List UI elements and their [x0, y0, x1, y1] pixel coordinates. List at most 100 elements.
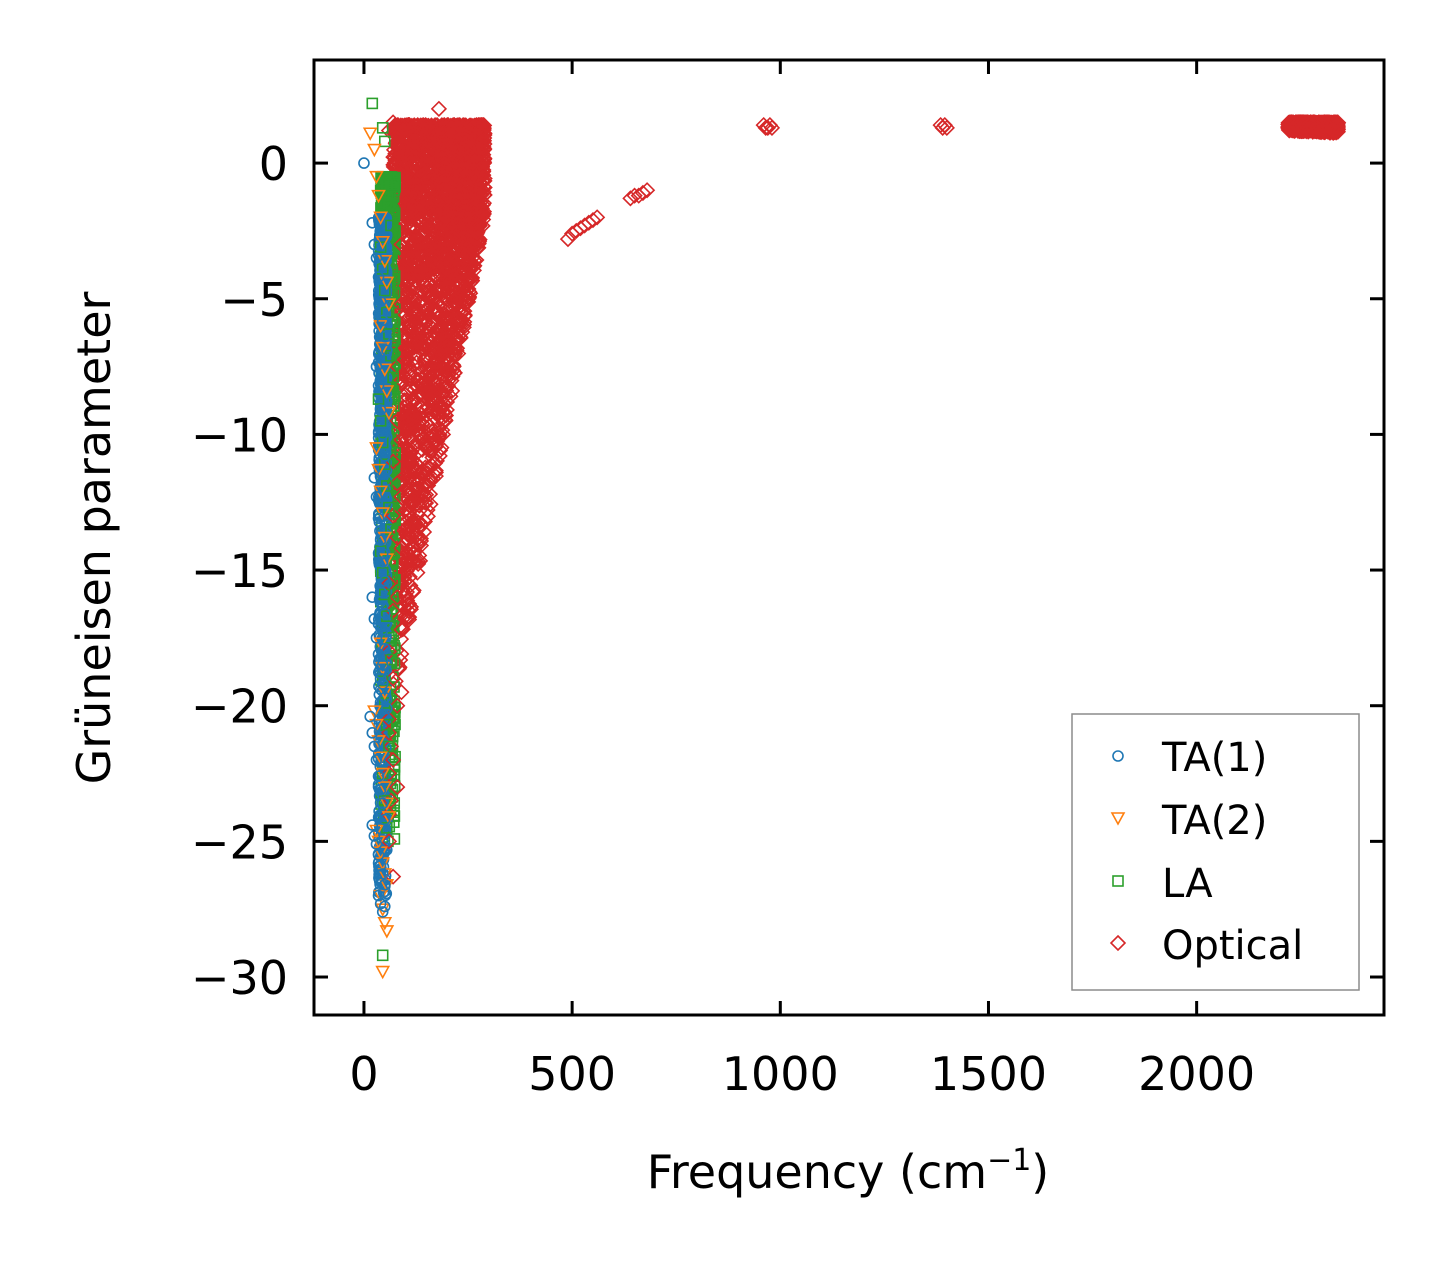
- data-point: [416, 340, 433, 358]
- data-point: [626, 187, 643, 204]
- data-point: [409, 480, 427, 497]
- data-point: [470, 120, 487, 137]
- data-point: [401, 496, 418, 514]
- data-point: [459, 222, 477, 240]
- data-point: [377, 781, 393, 795]
- data-point: [468, 168, 485, 185]
- data-point: [379, 925, 395, 939]
- data-point: [763, 119, 781, 136]
- data-point: [374, 859, 387, 872]
- data-point: [406, 289, 423, 307]
- data-point: [472, 198, 489, 216]
- data-point: [385, 219, 397, 232]
- data-point: [430, 168, 448, 185]
- data-point: [405, 553, 423, 571]
- data-point: [370, 632, 383, 644]
- data-point: [472, 154, 489, 172]
- data-point: [389, 171, 401, 184]
- data-point: [401, 523, 418, 541]
- data-point: [439, 130, 456, 147]
- data-point: [622, 190, 639, 207]
- data-point: [393, 621, 410, 638]
- data-point: [378, 900, 391, 913]
- data-point: [374, 295, 387, 308]
- data-point: [374, 545, 387, 557]
- data-point: [389, 697, 406, 714]
- data-point: [387, 371, 399, 384]
- data-point: [475, 138, 492, 156]
- data-point: [376, 659, 389, 671]
- data-point: [402, 162, 419, 179]
- data-point: [416, 436, 434, 454]
- data-point: [401, 548, 418, 565]
- data-point: [1313, 122, 1330, 139]
- data-point: [408, 176, 425, 193]
- data-point: [447, 153, 465, 170]
- data-point: [393, 157, 410, 175]
- data-point: [375, 341, 391, 356]
- data-point: [389, 135, 406, 152]
- data-point: [418, 440, 435, 457]
- data-point: [381, 811, 397, 825]
- data-marks: [358, 97, 1347, 980]
- data-point: [397, 502, 414, 519]
- data-point: [453, 157, 470, 175]
- data-point: [405, 203, 423, 221]
- data-point: [366, 819, 379, 831]
- data-point: [374, 784, 387, 796]
- data-point: [405, 297, 422, 314]
- data-point: [372, 770, 385, 783]
- data-point: [397, 521, 414, 538]
- data-point: [378, 330, 391, 343]
- data-point: [409, 564, 426, 581]
- data-point: [439, 378, 456, 395]
- data-point: [371, 463, 386, 478]
- data-point: [373, 320, 388, 334]
- data-point: [358, 157, 370, 169]
- data-point: [369, 718, 384, 733]
- data-point: [439, 361, 456, 378]
- data-point: [407, 469, 425, 486]
- data-point: [368, 740, 381, 753]
- data-point: [431, 442, 449, 459]
- data-point: [584, 211, 602, 229]
- data-point: [397, 350, 414, 367]
- data-point: [368, 613, 381, 625]
- data-point: [398, 392, 415, 409]
- data-point: [389, 589, 406, 606]
- data-point: [385, 653, 397, 666]
- data-point: [397, 607, 414, 625]
- data-point: [415, 523, 433, 541]
- data-point: [389, 127, 406, 145]
- data-point: [443, 309, 460, 326]
- data-point: [381, 610, 393, 622]
- data-point: [426, 127, 443, 145]
- data-point: [376, 797, 389, 810]
- data-point: [380, 172, 392, 185]
- data-point: [447, 266, 464, 283]
- data-point: [377, 254, 393, 269]
- data-point: [422, 342, 439, 359]
- data-point: [401, 317, 418, 335]
- data-point: [391, 424, 408, 442]
- data-point: [439, 333, 456, 351]
- data-point: [451, 214, 468, 231]
- data-point: [396, 140, 414, 158]
- data-point: [405, 363, 423, 381]
- data-point: [1328, 114, 1346, 131]
- data-point: [401, 147, 418, 164]
- data-point: [457, 164, 474, 181]
- data-point: [376, 868, 389, 880]
- data-point: [435, 384, 452, 401]
- data-point: [446, 330, 464, 347]
- data-point: [426, 171, 443, 189]
- data-point: [383, 197, 395, 210]
- data-point: [372, 379, 385, 392]
- data-point: [370, 252, 383, 264]
- data-point: [476, 186, 493, 203]
- data-point: [428, 288, 445, 305]
- data-point: [380, 493, 393, 506]
- data-point: [443, 252, 460, 269]
- data-point: [379, 553, 395, 567]
